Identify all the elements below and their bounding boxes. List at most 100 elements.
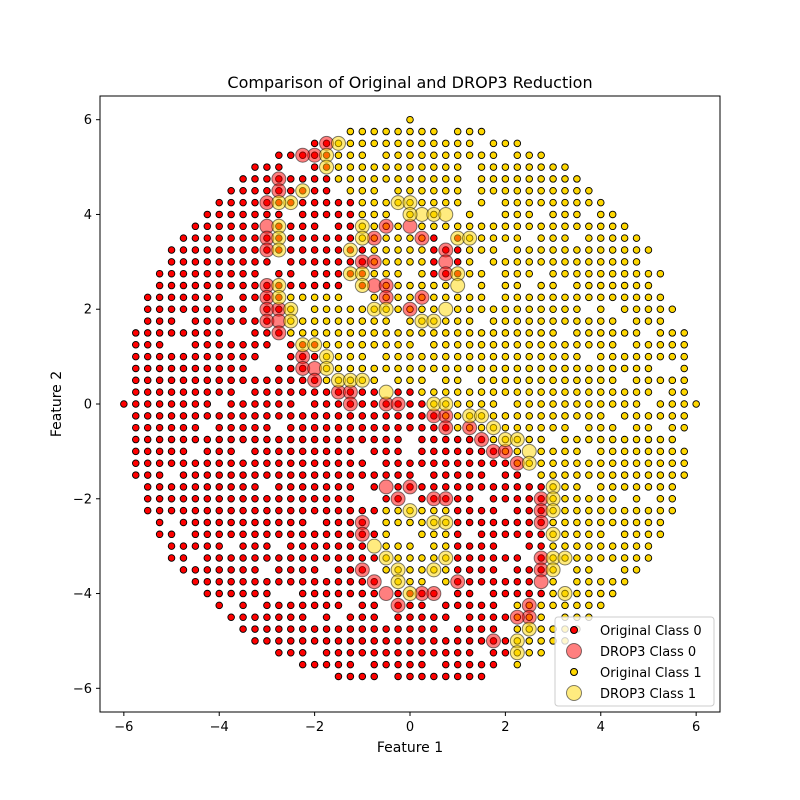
original-class-1-point: [549, 210, 557, 219]
original-class-1-point: [406, 293, 414, 302]
drop3-class-0-point: [426, 586, 442, 602]
original-class-0-point: [203, 495, 212, 503]
original-class-1-point: [346, 305, 355, 313]
original-class-1-point: [525, 412, 533, 420]
original-class-0-point: [406, 601, 414, 610]
original-class-1-point: [418, 530, 426, 539]
original-class-1-point: [477, 187, 486, 195]
drop3-class-0-point: [354, 562, 370, 578]
original-class-0-point: [370, 672, 378, 681]
original-class-1-point: [573, 388, 581, 396]
original-class-0-point: [334, 672, 343, 681]
original-class-1-point: [585, 341, 593, 349]
original-class-1-point: [644, 471, 653, 479]
original-class-0-point: [203, 376, 212, 385]
original-class-1-point: [585, 187, 593, 195]
drop3-class-0-point: [402, 479, 418, 495]
original-class-1-point: [453, 198, 462, 207]
drop3-class-0-point: [414, 289, 430, 305]
original-class-0-point: [203, 210, 212, 219]
original-class-0-point: [132, 400, 140, 408]
original-class-0-point: [251, 566, 259, 574]
original-class-0-point: [167, 376, 176, 385]
original-class-0-point: [275, 210, 283, 219]
original-class-0-point: [239, 412, 247, 420]
original-class-0-point: [358, 589, 367, 598]
original-class-1-point: [597, 269, 605, 278]
original-class-1-point: [346, 139, 355, 148]
original-class-0-point: [358, 613, 367, 621]
original-class-0-point: [263, 530, 271, 539]
original-class-1-point: [394, 364, 402, 373]
original-class-1-point: [668, 400, 677, 408]
original-class-0-point: [430, 234, 438, 242]
original-class-0-point: [287, 447, 295, 456]
original-class-1-point: [585, 222, 593, 231]
original-class-1-point: [418, 281, 426, 290]
original-class-0-point: [239, 577, 247, 586]
original-class-1-point: [537, 281, 545, 290]
original-class-0-point: [370, 388, 378, 396]
original-class-0-point: [418, 412, 426, 420]
drop3-class-1-point: [295, 183, 311, 199]
original-class-0-point: [298, 613, 307, 621]
original-class-0-point: [513, 518, 522, 527]
original-class-1-point: [573, 518, 581, 527]
original-class-0-point: [346, 542, 355, 550]
original-class-0-point: [322, 175, 331, 183]
original-class-0-point: [132, 364, 140, 373]
original-class-0-point: [227, 234, 235, 242]
original-class-1-point: [597, 577, 605, 586]
original-class-0-point: [155, 423, 164, 432]
original-class-0-point: [227, 198, 235, 207]
original-class-0-point: [525, 530, 533, 539]
original-class-1-point: [632, 364, 641, 373]
original-class-0-point: [322, 530, 331, 539]
original-class-1-point: [549, 577, 557, 586]
original-class-1-point: [358, 127, 367, 136]
original-class-0-point: [382, 495, 390, 503]
original-class-0-point: [191, 435, 200, 444]
original-class-0-point: [322, 234, 331, 242]
original-class-1-point: [394, 258, 402, 266]
original-class-0-point: [298, 471, 307, 479]
original-class-0-point: [537, 483, 545, 491]
original-class-0-point: [263, 175, 271, 183]
original-class-1-point: [489, 388, 498, 396]
original-class-0-point: [287, 566, 295, 574]
original-class-0-point: [453, 483, 462, 491]
drop3-class-1-point: [521, 621, 537, 637]
original-class-0-point: [453, 518, 462, 527]
original-class-1-point: [525, 649, 533, 657]
original-class-0-point: [298, 258, 307, 266]
original-class-1-point: [442, 388, 450, 396]
original-class-0-point: [275, 400, 283, 408]
drop3-class-0-point: [438, 420, 454, 436]
legend-marker-original-class-0: [570, 626, 578, 634]
original-class-1-point: [585, 459, 593, 467]
original-class-0-point: [442, 601, 450, 610]
original-class-1-point: [608, 471, 617, 479]
original-class-1-point: [513, 281, 522, 290]
original-class-1-point: [561, 601, 569, 610]
original-class-1-point: [453, 329, 462, 337]
original-class-1-point: [549, 589, 557, 598]
original-class-1-point: [358, 352, 367, 361]
original-class-1-point: [597, 400, 605, 408]
drop3-class-1-point: [438, 550, 454, 566]
original-class-1-point: [489, 305, 498, 313]
original-class-0-point: [453, 530, 462, 539]
original-class-1-point: [525, 364, 533, 373]
original-class-1-point: [406, 376, 414, 385]
original-class-1-point: [418, 388, 426, 396]
original-class-1-point: [585, 423, 593, 432]
original-class-0-point: [239, 601, 247, 610]
original-class-1-point: [680, 329, 688, 337]
original-class-1-point: [418, 352, 426, 361]
original-class-0-point: [203, 352, 212, 361]
original-class-0-point: [489, 577, 498, 586]
original-class-1-point: [322, 329, 331, 337]
original-class-0-point: [155, 506, 164, 515]
original-class-1-point: [608, 447, 617, 456]
original-class-0-point: [298, 601, 307, 610]
